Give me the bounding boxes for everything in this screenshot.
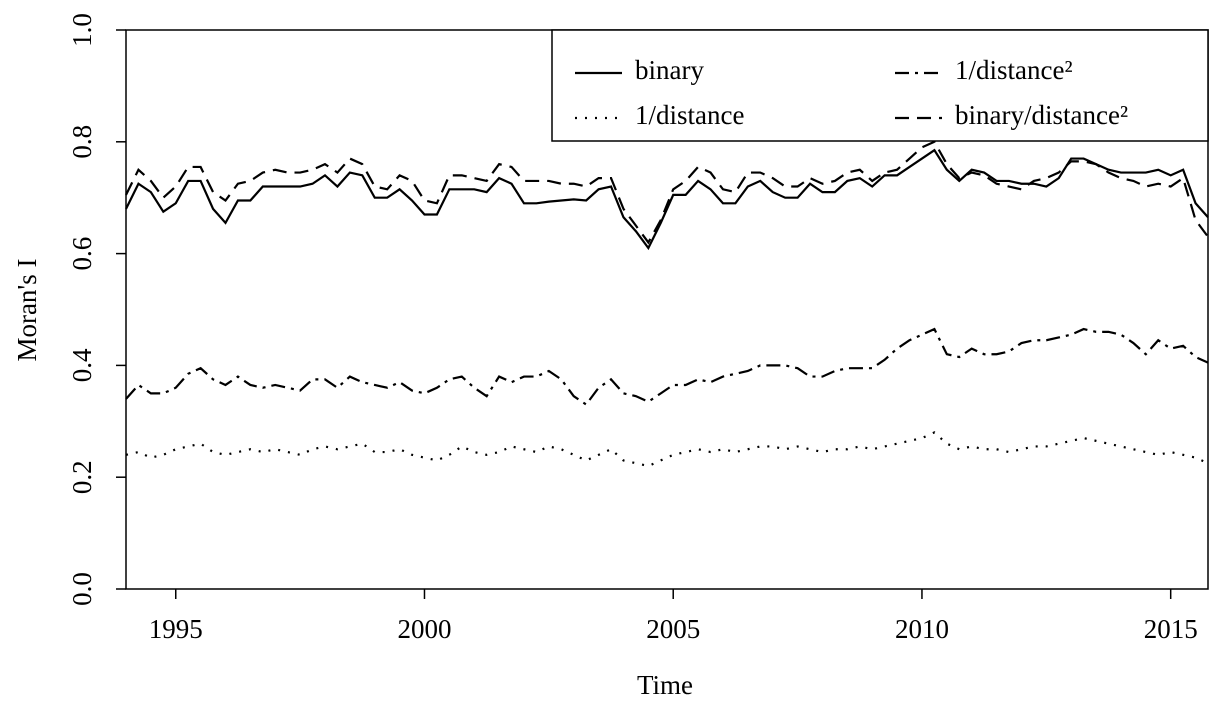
y-tick-label: 0.6	[67, 237, 97, 271]
y-tick-label: 0.0	[67, 572, 97, 606]
x-tick-label: 2015	[1144, 614, 1198, 644]
legend-label: 1/distance	[635, 100, 744, 130]
y-axis-title: Moran's I	[12, 258, 42, 361]
y-tick-label: 0.2	[67, 460, 97, 494]
y-tick-label: 1.0	[67, 13, 97, 47]
x-tick-label: 2005	[646, 614, 700, 644]
x-tick-label: 2010	[895, 614, 949, 644]
y-tick-label: 0.4	[67, 348, 97, 382]
legend-box	[551, 29, 1209, 142]
series-line	[125, 140, 1209, 245]
legend-label: binary/distance²	[955, 100, 1128, 130]
legend-label: binary	[635, 55, 704, 85]
y-tick-label: 0.8	[67, 125, 97, 159]
legend-label: 1/distance²	[955, 55, 1073, 85]
x-tick-label: 2000	[397, 614, 451, 644]
series-line	[125, 148, 1209, 251]
series-line	[125, 327, 1209, 407]
series-line	[125, 431, 1209, 468]
x-axis-title: Time	[637, 670, 693, 700]
x-tick-label: 1995	[149, 614, 203, 644]
